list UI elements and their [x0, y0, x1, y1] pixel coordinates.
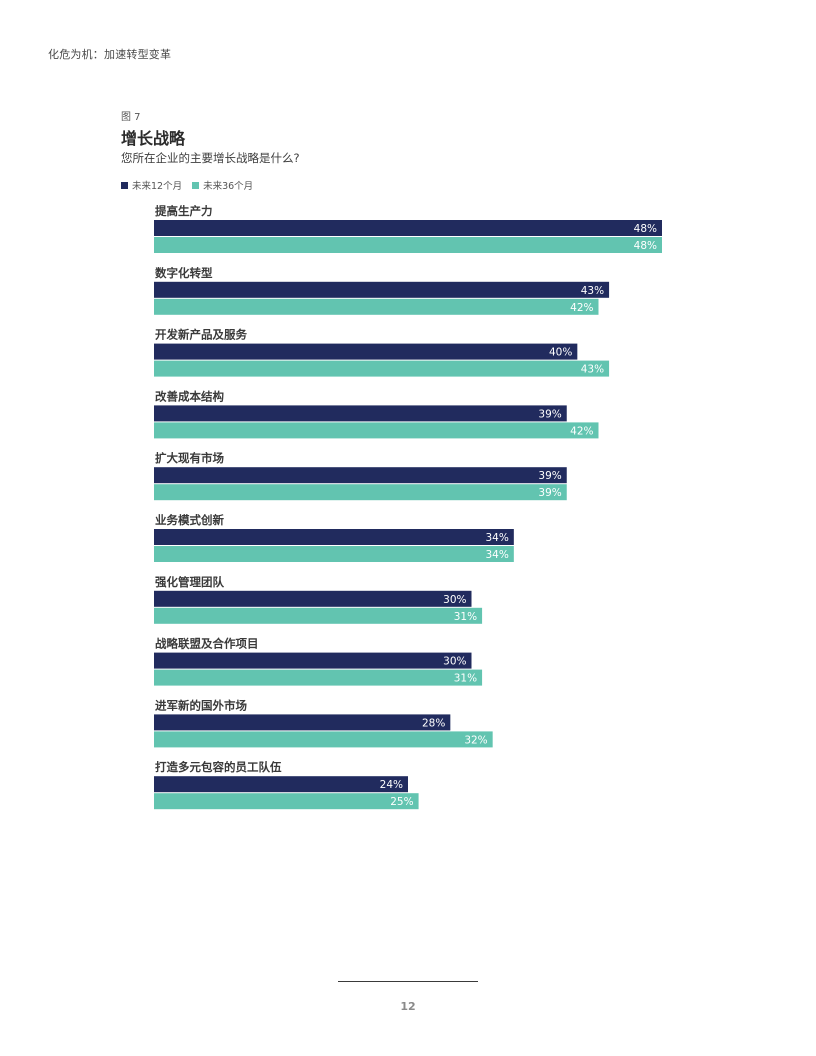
- legend-label-12-months: 未来12个月: [132, 181, 183, 192]
- bar-value-label: 30%: [443, 656, 466, 668]
- category-label: 业务模式创新: [155, 513, 224, 527]
- chart-subtitle: 您所在企业的主要增长战略是什么?: [121, 151, 300, 165]
- bar-value-label: 34%: [485, 532, 508, 544]
- bar-12-months: [154, 467, 567, 484]
- category-label: 开发新产品及服务: [155, 328, 247, 342]
- bar-value-label: 48%: [634, 240, 657, 252]
- bar-36-months: [154, 669, 483, 686]
- bar-value-label: 31%: [454, 611, 477, 623]
- bar-value-label: 40%: [549, 347, 572, 359]
- bar-value-label: 43%: [581, 364, 604, 376]
- bar-value-label: 25%: [390, 796, 413, 808]
- legend-label-36-months: 未来36个月: [203, 181, 254, 192]
- bar-12-months: [154, 590, 472, 607]
- category-label: 进军新的国外市场: [155, 698, 247, 712]
- bar-value-label: 30%: [443, 594, 466, 606]
- bar-12-months: [154, 652, 472, 669]
- legend-item-12-months: 未来12个月: [121, 178, 182, 192]
- bar-value-label: 48%: [634, 223, 657, 235]
- category-label: 改善成本结构: [155, 389, 224, 403]
- bar-value-label: 24%: [380, 779, 403, 791]
- bar-value-label: 39%: [538, 487, 561, 499]
- category-label: 提高生产力: [155, 204, 213, 218]
- bar-12-months: [154, 281, 610, 298]
- bar-36-months: [154, 360, 610, 377]
- bar-12-months: [154, 343, 578, 360]
- category-label: 战略联盟及合作项目: [155, 637, 259, 651]
- running-header: 化危为机：加速转型变革: [48, 48, 172, 61]
- bar-36-months: [154, 546, 514, 562]
- bar-36-months: [154, 422, 599, 439]
- figure-label: 图 7: [121, 112, 141, 123]
- chart-legend: 未来12个月 未来36个月: [121, 178, 263, 192]
- bar-36-months: [154, 484, 567, 501]
- bar-value-label: 31%: [454, 673, 477, 685]
- bar-value-label: 39%: [538, 470, 561, 482]
- legend-item-36-months: 未来36个月: [192, 178, 253, 192]
- legend-swatch-12-months: [121, 181, 128, 189]
- bar-value-label: 32%: [464, 734, 487, 746]
- bar-12-months: [154, 776, 408, 793]
- category-label: 强化管理团队: [155, 575, 224, 589]
- page-number: 12: [400, 1000, 416, 1013]
- bar-12-months: [154, 220, 662, 236]
- bar-value-label: 42%: [570, 302, 593, 314]
- bar-36-months: [154, 237, 662, 253]
- bar-36-months: [154, 793, 419, 810]
- bar-36-months: [154, 607, 483, 624]
- bar-12-months: [154, 529, 514, 545]
- footer-divider: [338, 981, 478, 982]
- bar-value-label: 34%: [485, 549, 508, 561]
- bar-value-label: 39%: [538, 408, 561, 420]
- bar-12-months: [154, 405, 567, 422]
- legend-swatch-36-months: [192, 181, 200, 189]
- chart-title: 增长战略: [121, 129, 186, 148]
- bar-36-months: [154, 298, 599, 315]
- bar-36-months: [154, 731, 493, 748]
- bar-12-months: [154, 714, 451, 731]
- category-label: 数字化转型: [155, 266, 213, 280]
- category-label: 打造多元包容的员工队伍: [155, 760, 282, 774]
- bar-value-label: 28%: [422, 717, 445, 729]
- bar-value-label: 42%: [570, 425, 593, 437]
- category-label: 扩大现有市场: [155, 451, 224, 465]
- bar-value-label: 43%: [581, 285, 604, 297]
